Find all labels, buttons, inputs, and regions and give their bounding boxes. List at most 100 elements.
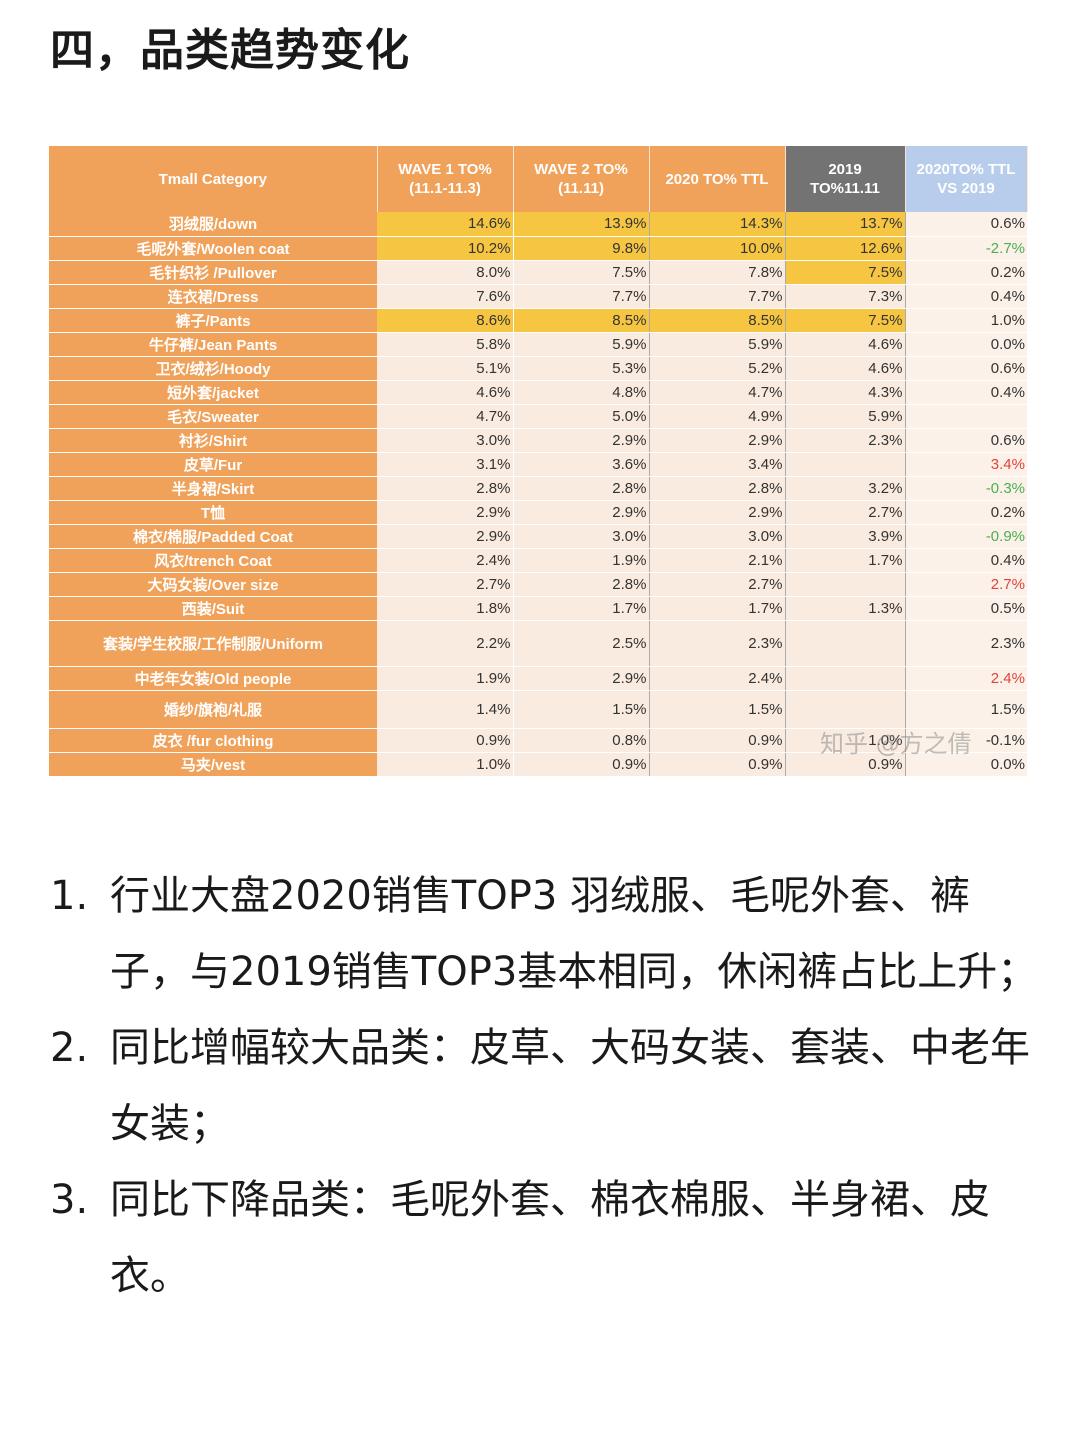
note-item: 3. 同比下降品类：毛呢外套、棉衣棉服、半身裙、皮衣。: [50, 1162, 1040, 1314]
w1-cell: 14.6%: [377, 212, 514, 237]
ttl-cell: 2.1%: [649, 548, 786, 573]
diff-cell: 2.3%: [905, 620, 1027, 667]
y19-cell: 4.3%: [785, 380, 906, 405]
header-category: Tmall Category: [49, 146, 378, 212]
category-cell: 套装/学生校服/工作制服/Uniform: [49, 620, 377, 667]
table-row: 衬衫/Shirt 3.0% 2.9% 2.9% 2.3% 0.6%: [49, 428, 1027, 453]
w2-cell: 0.9%: [513, 752, 650, 777]
note-number: 2.: [50, 1025, 89, 1071]
y19-cell: 2.7%: [785, 500, 906, 525]
category-cell: 衬衫/Shirt: [49, 428, 377, 453]
category-cell: 毛衣/Sweater: [49, 404, 377, 429]
ttl-cell: 4.7%: [649, 380, 786, 405]
diff-cell: 2.4%: [905, 666, 1027, 691]
category-table: Tmall Category WAVE 1 TO% (11.1-11.3) WAV…: [49, 146, 1028, 777]
ttl-cell: 2.7%: [649, 572, 786, 597]
header-wave1: WAVE 1 TO% (11.1-11.3): [377, 146, 514, 212]
category-cell: 中老年女装/Old people: [49, 666, 377, 691]
category-cell: 羽绒服/down: [49, 212, 377, 237]
table-row: 半身裙/Skirt 2.8% 2.8% 2.8% 3.2% -0.3%: [49, 476, 1027, 501]
category-cell: 棉衣/棉服/Padded Coat: [49, 524, 377, 549]
category-cell: T恤: [49, 500, 377, 525]
category-cell: 毛呢外套/Woolen coat: [49, 236, 377, 261]
w2-cell: 13.9%: [513, 212, 650, 237]
w2-cell: 3.0%: [513, 524, 650, 549]
w1-cell: 5.1%: [377, 356, 514, 381]
w2-cell: 1.9%: [513, 548, 650, 573]
table-row: 婚纱/旗袍/礼服 1.4% 1.5% 1.5% 1.5%: [49, 690, 1027, 729]
w1-cell: 0.9%: [377, 728, 514, 753]
diff-cell: -0.3%: [905, 476, 1027, 501]
w1-cell: 2.9%: [377, 524, 514, 549]
w1-cell: 2.9%: [377, 500, 514, 525]
category-trend-table: Tmall Category WAVE 1 TO% (11.1-11.3) WAV…: [49, 146, 1028, 777]
category-cell: 卫衣/绒衫/Hoody: [49, 356, 377, 381]
y19-cell: [785, 620, 906, 667]
w2-cell: 1.5%: [513, 690, 650, 729]
ttl-cell: 5.9%: [649, 332, 786, 357]
ttl-cell: 4.9%: [649, 404, 786, 429]
y19-cell: 4.6%: [785, 356, 906, 381]
table-row: 毛衣/Sweater 4.7% 5.0% 4.9% 5.9%: [49, 404, 1027, 429]
diff-cell: 1.5%: [905, 690, 1027, 729]
y19-cell: 3.9%: [785, 524, 906, 549]
w2-cell: 5.0%: [513, 404, 650, 429]
table-header-row: Tmall Category WAVE 1 TO% (11.1-11.3) WAV…: [49, 146, 1028, 212]
table-row: 卫衣/绒衫/Hoody 5.1% 5.3% 5.2% 4.6% 0.6%: [49, 356, 1027, 381]
table-row: T恤 2.9% 2.9% 2.9% 2.7% 0.2%: [49, 500, 1027, 525]
table-row: 牛仔裤/Jean Pants 5.8% 5.9% 5.9% 4.6% 0.0%: [49, 332, 1027, 357]
diff-cell: -0.9%: [905, 524, 1027, 549]
category-cell: 裤子/Pants: [49, 308, 377, 333]
ttl-cell: 1.7%: [649, 596, 786, 621]
table-row: 大码女装/Over size 2.7% 2.8% 2.7% 2.7%: [49, 572, 1027, 597]
category-cell: 连衣裙/Dress: [49, 284, 377, 309]
w1-cell: 10.2%: [377, 236, 514, 261]
category-cell: 婚纱/旗袍/礼服: [49, 690, 377, 729]
y19-cell: [785, 572, 906, 597]
y19-cell: 4.6%: [785, 332, 906, 357]
w2-cell: 0.8%: [513, 728, 650, 753]
category-cell: 短外套/jacket: [49, 380, 377, 405]
table-row: 毛呢外套/Woolen coat 10.2% 9.8% 10.0% 12.6% -2.7%: [49, 236, 1027, 261]
w2-cell: 3.6%: [513, 452, 650, 477]
note-item: 2. 同比增幅较大品类：皮草、大码女装、套装、中老年女装；: [50, 1010, 1040, 1162]
diff-cell: 0.6%: [905, 428, 1027, 453]
y19-cell: 12.6%: [785, 236, 906, 261]
y19-cell: 1.7%: [785, 548, 906, 573]
w1-cell: 4.6%: [377, 380, 514, 405]
diff-cell: 0.5%: [905, 596, 1027, 621]
header-wave2: WAVE 2 TO% (11.11): [513, 146, 650, 212]
ttl-cell: 10.0%: [649, 236, 786, 261]
diff-cell: 0.4%: [905, 548, 1027, 573]
diff-cell: 0.4%: [905, 284, 1027, 309]
w2-cell: 8.5%: [513, 308, 650, 333]
table-row: 套装/学生校服/工作制服/Uniform 2.2% 2.5% 2.3% 2.3%: [49, 620, 1027, 667]
note-text: 同比增幅较大品类：皮草、大码女装、套装、中老年女装；: [110, 1025, 1030, 1147]
table-row: 西装/Suit 1.8% 1.7% 1.7% 1.3% 0.5%: [49, 596, 1027, 621]
w2-cell: 1.7%: [513, 596, 650, 621]
w2-cell: 2.9%: [513, 500, 650, 525]
w2-cell: 2.8%: [513, 476, 650, 501]
header-vs-2019: 2020TO% TTL VS 2019: [905, 146, 1028, 212]
w2-cell: 7.5%: [513, 260, 650, 285]
ttl-cell: 2.4%: [649, 666, 786, 691]
w1-cell: 2.8%: [377, 476, 514, 501]
w1-cell: 2.4%: [377, 548, 514, 573]
w2-cell: 7.7%: [513, 284, 650, 309]
note-number: 3.: [50, 1177, 89, 1223]
table-row: 棉衣/棉服/Padded Coat 2.9% 3.0% 3.0% 3.9% -0.9%: [49, 524, 1027, 549]
category-cell: 大码女装/Over size: [49, 572, 377, 597]
diff-cell: 0.0%: [905, 332, 1027, 357]
category-cell: 西装/Suit: [49, 596, 377, 621]
w2-cell: 5.3%: [513, 356, 650, 381]
note-text: 行业大盘2020销售TOP3 羽绒服、毛呢外套、裤子，与2019销售TOP3基本…: [110, 873, 1038, 995]
ttl-cell: 1.5%: [649, 690, 786, 729]
y19-cell: [785, 452, 906, 477]
y19-cell: 1.3%: [785, 596, 906, 621]
ttl-cell: 0.9%: [649, 728, 786, 753]
ttl-cell: 7.7%: [649, 284, 786, 309]
y19-cell: 1.0%: [785, 728, 906, 753]
w1-cell: 3.0%: [377, 428, 514, 453]
table-row: 皮草/Fur 3.1% 3.6% 3.4% 3.4%: [49, 452, 1027, 477]
y19-cell: [785, 690, 906, 729]
